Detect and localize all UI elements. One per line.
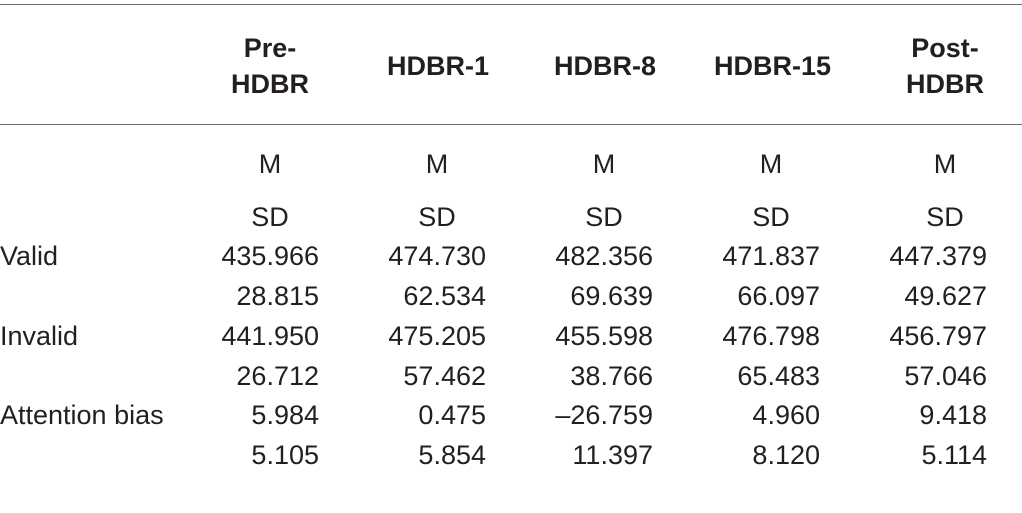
cell-bias-mean-hdbr-1: 0.475 (418, 400, 486, 430)
sd-label: SD (418, 202, 456, 232)
column-header-post-hdbr: Post- HDBR (880, 30, 1010, 102)
column-header-line: Post- (911, 33, 979, 63)
row-label-valid: Valid (0, 241, 59, 271)
cell-valid-mean-hdbr-1: 474.730 (388, 241, 486, 271)
column-header-line: HDBR (231, 69, 309, 99)
mean-label: M (425, 149, 449, 179)
mean-label: M (592, 149, 616, 179)
cell-valid-sd-hdbr-15: 66.097 (737, 281, 820, 311)
cell-invalid-sd-hdbr-15: 65.483 (737, 361, 820, 391)
column-header-line: HDBR-1 (386, 51, 489, 81)
header-rule (0, 124, 1022, 125)
cell-bias-sd-pre-hdbr: 5.105 (251, 440, 319, 470)
column-header-line: HDBR (906, 69, 984, 99)
cell-valid-mean-hdbr-15: 471.837 (722, 241, 820, 271)
cell-bias-mean-hdbr-15: 4.960 (752, 400, 820, 430)
cell-bias-sd-hdbr-1: 5.854 (418, 440, 486, 470)
cell-invalid-sd-hdbr-1: 57.462 (403, 361, 486, 391)
sd-label: SD (926, 202, 964, 232)
cell-invalid-mean-hdbr-8: 455.598 (555, 321, 653, 351)
row-label-attention-bias: Attention bias (0, 400, 164, 430)
mean-label: M (258, 149, 282, 179)
cell-bias-sd-post-hdbr: 5.114 (921, 440, 987, 470)
sd-label: SD (752, 202, 790, 232)
cell-valid-mean-post-hdbr: 447.379 (889, 241, 987, 271)
mean-label: M (933, 149, 957, 179)
column-header-hdbr-15: HDBR-15 (700, 48, 845, 84)
cell-invalid-mean-hdbr-1: 475.205 (388, 321, 486, 351)
cell-bias-sd-hdbr-8: 11.397 (572, 440, 653, 470)
cell-bias-mean-post-hdbr: 9.418 (919, 400, 987, 430)
cell-invalid-sd-hdbr-8: 38.766 (570, 361, 653, 391)
cell-valid-sd-pre-hdbr: 28.815 (236, 281, 319, 311)
column-header-hdbr-1: HDBR-1 (368, 48, 508, 84)
cell-invalid-mean-post-hdbr: 456.797 (889, 321, 987, 351)
cell-bias-sd-hdbr-15: 8.120 (752, 440, 820, 470)
cell-invalid-mean-pre-hdbr: 441.950 (221, 321, 319, 351)
sd-label: SD (585, 202, 623, 232)
column-header-hdbr-8: HDBR-8 (535, 48, 675, 84)
cell-invalid-sd-post-hdbr: 57.046 (904, 361, 987, 391)
cell-valid-mean-pre-hdbr: 435.966 (221, 241, 319, 271)
cell-invalid-mean-hdbr-15: 476.798 (722, 321, 820, 351)
cell-invalid-sd-pre-hdbr: 26.712 (236, 361, 319, 391)
cell-bias-mean-hdbr-8: –26.759 (555, 400, 653, 430)
cell-valid-mean-hdbr-8: 482.356 (555, 241, 653, 271)
column-header-line: Pre- (243, 33, 297, 63)
row-label-invalid: Invalid (0, 321, 79, 351)
cell-bias-mean-pre-hdbr: 5.984 (251, 400, 319, 430)
mean-label: M (759, 149, 783, 179)
cell-valid-sd-hdbr-8: 69.639 (570, 281, 653, 311)
column-header-line: HDBR-15 (713, 51, 832, 81)
sd-label: SD (251, 202, 289, 232)
column-header-line: HDBR-8 (553, 51, 656, 81)
top-rule (0, 4, 1022, 5)
column-header-pre-hdbr: Pre- HDBR (210, 30, 330, 102)
cell-valid-sd-post-hdbr: 49.627 (904, 281, 987, 311)
cell-valid-sd-hdbr-1: 62.534 (403, 281, 486, 311)
